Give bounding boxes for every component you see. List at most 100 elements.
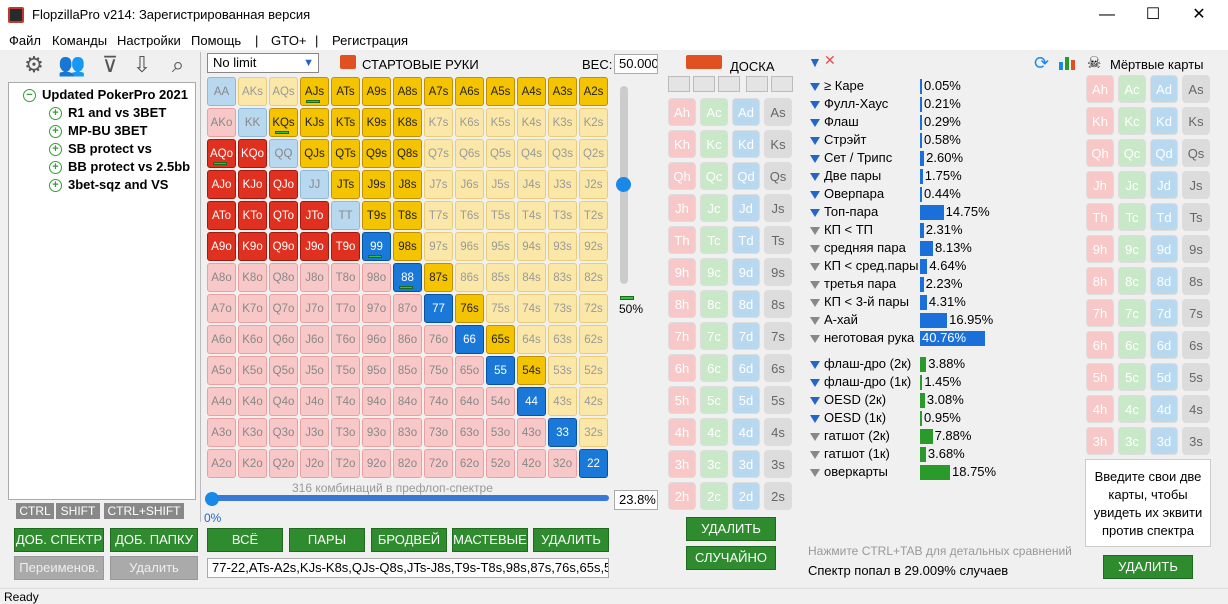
stat-row[interactable]: Две пары 1.75% [810,167,1015,185]
hand-cell[interactable]: K6o [238,325,267,354]
filter-icon[interactable] [810,396,820,405]
hand-cell[interactable]: AJo [207,170,236,199]
board-card[interactable]: 9d [732,258,760,286]
hand-cell[interactable]: 83o [393,418,422,447]
filter-icon[interactable] [810,226,820,235]
hand-cell[interactable]: Q7o [269,294,298,323]
board-card[interactable]: 2s [764,482,792,510]
hand-cell[interactable]: 43o [517,418,546,447]
hand-cell[interactable]: 97s [424,232,453,261]
hand-cell[interactable]: 86s [455,263,484,292]
hand-cell[interactable]: 82o [393,449,422,478]
board-slot[interactable] [668,76,690,92]
hand-cell[interactable]: J7s [424,170,453,199]
hand-cell[interactable]: AKo [207,108,236,137]
hand-cell[interactable]: T9o [331,232,360,261]
hand-cell[interactable]: 73s [548,294,577,323]
filter-icon[interactable] [810,334,820,343]
minimize-button[interactable]: — [1099,6,1115,23]
dead-card[interactable]: 9d [1150,235,1178,263]
hand-cell[interactable]: 72o [424,449,453,478]
dead-card[interactable]: Qs [1182,139,1210,167]
board-card[interactable]: 5d [732,386,760,414]
expand-icon[interactable]: + [49,107,62,121]
hand-cell[interactable]: 54s [517,356,546,385]
dead-card[interactable]: 8d [1150,267,1178,295]
game-type-select[interactable]: No limit ▼ [207,53,319,73]
board-card[interactable]: As [764,98,792,126]
hand-cell[interactable]: J2o [300,449,329,478]
filter-icon[interactable] [810,360,820,369]
hand-cell[interactable]: QJs [300,139,329,168]
hand-cell[interactable]: T8o [331,263,360,292]
filter-icon[interactable] [810,172,820,181]
board-card[interactable]: 7c [700,322,728,350]
tree-item[interactable]: +3bet-sqz and VS [49,177,168,195]
hand-cell[interactable]: 22 [579,449,608,478]
filter-icon[interactable] [810,378,820,387]
dead-card[interactable]: 3d [1150,427,1178,455]
hand-cell[interactable]: QQ [269,139,298,168]
board-delete-button[interactable]: УДАЛИТЬ [686,517,776,541]
hand-cell[interactable]: QTo [269,201,298,230]
hand-cell[interactable]: A8s [393,77,422,106]
hand-cell[interactable]: 55 [486,356,515,385]
hand-cell[interactable]: A2o [207,449,236,478]
hand-cell[interactable]: T8s [393,201,422,230]
hand-cell[interactable]: K5s [486,108,515,137]
dead-card[interactable]: Kh [1086,107,1114,135]
hand-cell[interactable]: 85s [486,263,515,292]
hand-cell[interactable]: K2o [238,449,267,478]
board-slot[interactable] [718,76,740,92]
gear-icon[interactable]: ⚙ [24,52,44,77]
dead-card[interactable]: Kc [1118,107,1146,135]
hand-cell[interactable]: TT [331,201,360,230]
hand-cell[interactable]: 94o [362,387,391,416]
filter-icon[interactable] [810,118,820,127]
hand-cell[interactable]: 32s [579,418,608,447]
board-card[interactable]: Qh [668,162,696,190]
board-random-button[interactable]: СЛУЧАЙНО [686,546,776,570]
hand-cell[interactable]: KK [238,108,267,137]
hand-cell[interactable]: J7o [300,294,329,323]
hand-cell[interactable]: Q6o [269,325,298,354]
board-card[interactable]: Js [764,194,792,222]
hand-cell[interactable]: A4o [207,387,236,416]
hand-cell[interactable]: 64o [455,387,484,416]
dead-card[interactable]: 5s [1182,363,1210,391]
filter-icon[interactable] [810,280,820,289]
hand-cell[interactable]: T6s [455,201,484,230]
hand-cell[interactable]: T4s [517,201,546,230]
hand-cell[interactable]: 95s [486,232,515,261]
board-card[interactable]: 6d [732,354,760,382]
select-suited-button[interactable]: МАСТЕВЫЕ [452,528,528,552]
dead-card[interactable]: 8s [1182,267,1210,295]
hand-cell[interactable]: KQo [238,139,267,168]
dead-card[interactable]: 9s [1182,235,1210,263]
filter-icon[interactable] [810,316,820,325]
hand-cell[interactable]: J4o [300,387,329,416]
filter-icon[interactable] [810,298,820,307]
dead-card[interactable]: 3s [1182,427,1210,455]
hand-cell[interactable]: 54o [486,387,515,416]
filter-icon[interactable] [810,100,820,109]
dead-card[interactable]: 6d [1150,331,1178,359]
dead-card[interactable]: 4d [1150,395,1178,423]
hand-cell[interactable]: A4s [517,77,546,106]
hand-cell[interactable]: 99 [362,232,391,261]
hand-cell[interactable]: 84s [517,263,546,292]
board-card[interactable]: 3s [764,450,792,478]
hand-cell[interactable]: 88 [393,263,422,292]
dead-card[interactable]: 6h [1086,331,1114,359]
filter-icon[interactable] [810,432,820,441]
dead-card[interactable]: 5d [1150,363,1178,391]
hand-cell[interactable]: AKs [238,77,267,106]
board-card[interactable]: 8s [764,290,792,318]
hand-cell[interactable]: 72s [579,294,608,323]
dead-card[interactable]: Jc [1118,171,1146,199]
hand-grid[interactable]: AA AKs AQs AJs ATs A9s A8s A7s A6s A5s A4s A3s A2s AK… [207,77,610,480]
stat-row[interactable]: оверкарты 18.75% [810,463,1015,481]
hand-cell[interactable]: K9s [362,108,391,137]
dead-card[interactable]: 6s [1182,331,1210,359]
board-card[interactable]: Ts [764,226,792,254]
